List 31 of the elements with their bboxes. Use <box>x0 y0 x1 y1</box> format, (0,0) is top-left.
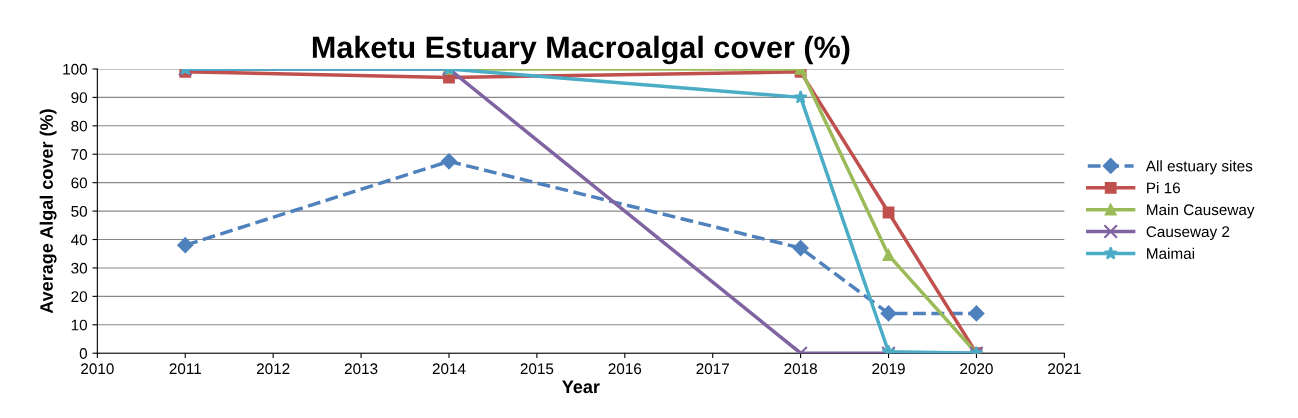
y-tick-label: 30 <box>71 262 88 274</box>
y-tick-label: 20 <box>71 291 88 303</box>
x-tick-label: 2011 <box>169 363 201 375</box>
y-tick-label: 70 <box>71 149 88 160</box>
y-tick-label: 50 <box>71 205 88 217</box>
y-tick-label: 60 <box>71 177 88 189</box>
x-tick-label: 2013 <box>344 363 378 375</box>
x-tick-label: 2018 <box>784 363 817 375</box>
x-tick-label: 2020 <box>960 363 993 375</box>
y-tick-label: 80 <box>71 120 88 132</box>
y-axis-title: Average Algal cover (%) <box>39 109 57 314</box>
x-tick-label: 2019 <box>872 363 905 375</box>
legend-label: Maimai <box>1147 247 1195 259</box>
x-tick-label: 2014 <box>432 363 466 375</box>
legend-label: Causeway 2 <box>1146 226 1230 241</box>
x-tick-label: 2012 <box>256 363 290 375</box>
x-tick-label: 2016 <box>608 363 642 375</box>
y-tick-label: 40 <box>70 234 88 246</box>
legend-label: All estuary sites <box>1145 160 1253 175</box>
legend-label: Main Causeway <box>1147 203 1255 219</box>
legend-label: Pi 16 <box>1147 182 1180 194</box>
x-tick-label: 2021 <box>1048 363 1081 375</box>
chart-title: Maketu Estuary Macroalgal cover (%) <box>312 35 850 65</box>
y-tick-label: 100 <box>63 63 88 75</box>
y-tick-label: 90 <box>71 92 88 104</box>
x-tick-label: 2015 <box>520 363 554 375</box>
y-tick-label: 10 <box>71 319 88 331</box>
y-tick-label: 0 <box>79 348 88 359</box>
x-axis-title: Year <box>562 380 600 394</box>
x-tick-label: 2010 <box>81 363 114 375</box>
x-tick-label: 2017 <box>696 363 729 375</box>
